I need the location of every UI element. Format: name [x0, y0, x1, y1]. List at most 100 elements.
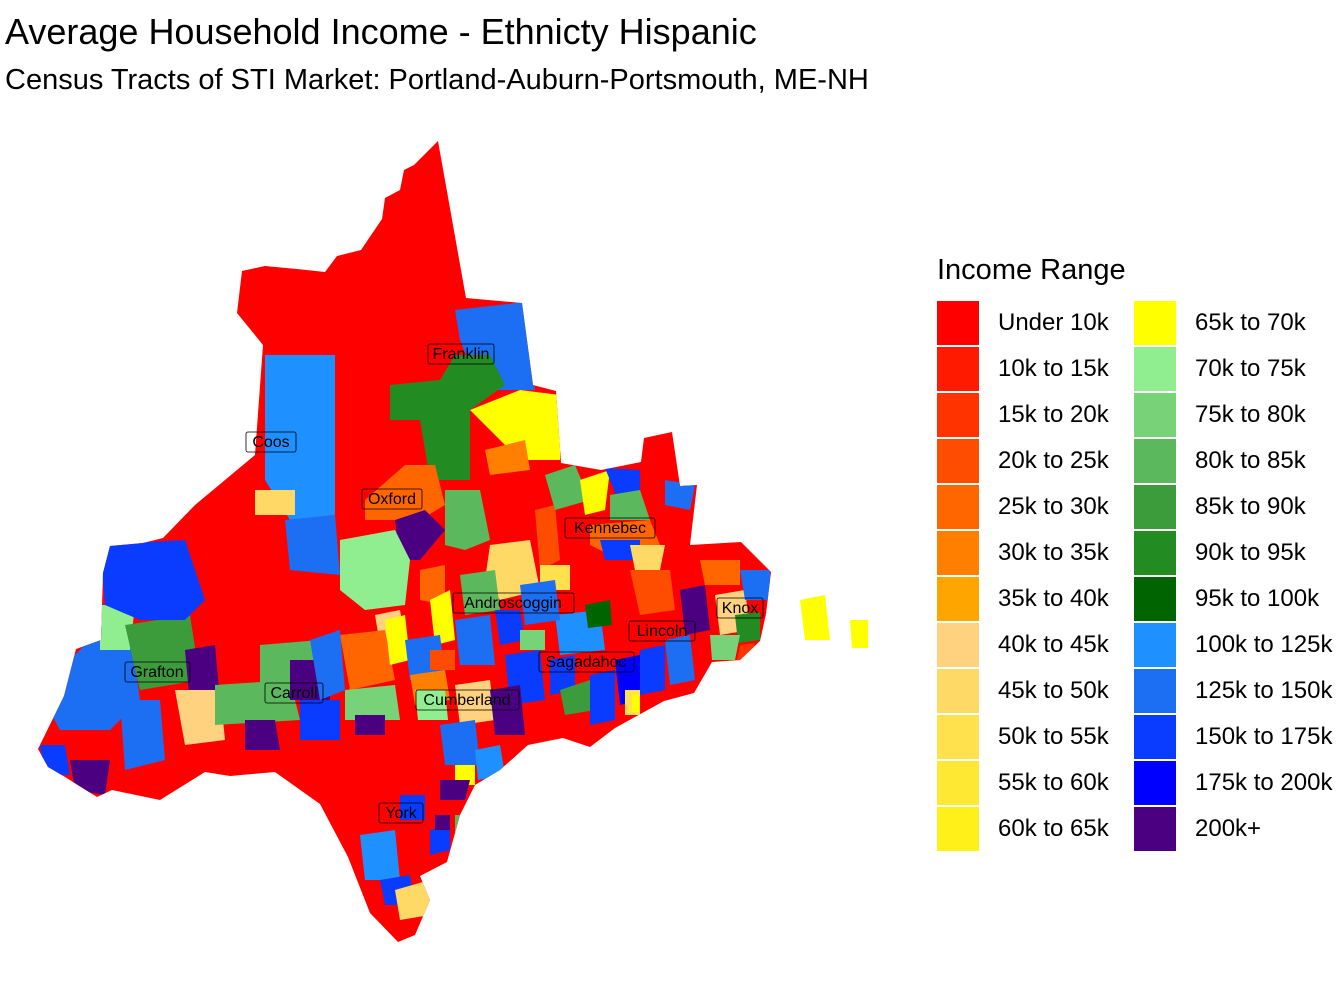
- legend-item: 85k to 90k: [1134, 484, 1331, 530]
- legend-item: 60k to 65k: [937, 806, 1134, 852]
- tract: [395, 510, 445, 560]
- tract: [245, 720, 280, 750]
- legend-item: 175k to 200k: [1134, 760, 1332, 806]
- legend-item: 15k to 20k: [937, 392, 1134, 438]
- legend-item: 65k to 70k: [1134, 300, 1331, 346]
- county-label-kennebec: Kennebec: [574, 520, 646, 537]
- tract: [125, 615, 200, 690]
- tract: [175, 690, 225, 745]
- map-subtitle: Census Tracts of STI Market: Portland-Au…: [5, 64, 869, 96]
- map-title: Average Household Income - Ethnicty Hisp…: [5, 11, 757, 52]
- tract: [520, 630, 545, 650]
- tract: [800, 595, 830, 640]
- county-label-york: York: [385, 805, 417, 822]
- legend-item: 75k to 80k: [1134, 392, 1331, 438]
- legend-label: 75k to 80k: [1195, 401, 1306, 428]
- county-label-androscoggin: Androscoggin: [464, 595, 562, 612]
- legend-label: 90k to 95k: [1195, 539, 1306, 566]
- legend-item: 45k to 50k: [937, 668, 1134, 714]
- tract: [455, 615, 495, 665]
- tract: [545, 465, 590, 510]
- tract: [400, 795, 425, 820]
- legend-item: 40k to 45k: [937, 622, 1134, 668]
- tract: [610, 490, 650, 520]
- tract: [415, 690, 448, 720]
- tract: [680, 585, 710, 635]
- legend-item: 125k to 150k: [1134, 668, 1333, 714]
- legend-swatch: [1134, 531, 1176, 575]
- tract: [390, 355, 505, 480]
- tract: [430, 650, 455, 670]
- tract: [665, 480, 695, 510]
- tract: [455, 680, 495, 725]
- legend-label: 125k to 150k: [1195, 677, 1333, 704]
- tract: [850, 620, 868, 648]
- tract: [495, 610, 525, 645]
- legend-label: 70k to 75k: [1195, 355, 1306, 382]
- legend-item: 150k to 175k: [1134, 714, 1333, 760]
- tract: [485, 440, 530, 475]
- legend-item: 90k to 95k: [1134, 530, 1331, 576]
- county-labels: Franklin Coos Oxford Kennebec Androscogg…: [124, 343, 764, 824]
- legend-swatch: [1134, 439, 1176, 483]
- legend-label: 50k to 55k: [998, 723, 1109, 750]
- legend-label: 150k to 175k: [1195, 723, 1333, 750]
- tract: [340, 530, 410, 610]
- legend-label: 10k to 15k: [998, 355, 1109, 382]
- legend-label: 35k to 40k: [998, 585, 1109, 612]
- tract: [665, 635, 695, 685]
- legend-item: 200k+: [1134, 806, 1331, 852]
- tract: [340, 630, 395, 690]
- legend-swatch: [1134, 577, 1176, 621]
- tract: [395, 880, 430, 920]
- legend-item: 35k to 40k: [937, 576, 1134, 622]
- legend: Income Range Under 10k 10k to 15k 15k to…: [937, 252, 1333, 852]
- choropleth-map: Franklin Coos Oxford Kennebec Androscogg…: [38, 141, 868, 942]
- tract: [430, 590, 455, 645]
- legend-column-2: 65k to 70k 70k to 75k 75k to 80k 80k to …: [1134, 300, 1333, 852]
- legend-swatch: [1134, 761, 1176, 805]
- tract: [632, 695, 640, 712]
- legend-label: 15k to 20k: [998, 401, 1109, 428]
- county-label-sagadahoc: Sagadahoc: [546, 654, 627, 671]
- tract: [360, 830, 400, 880]
- tract: [100, 540, 205, 620]
- tract: [535, 505, 560, 570]
- legend-swatch: [1134, 623, 1176, 667]
- tract: [435, 815, 450, 830]
- tract: [365, 465, 445, 520]
- tract: [460, 570, 500, 615]
- tract: [120, 700, 165, 770]
- legend-swatch: [1134, 715, 1176, 759]
- tract: [300, 700, 340, 740]
- tract: [430, 825, 450, 855]
- legend-swatch: [1134, 807, 1176, 851]
- tract: [440, 780, 470, 800]
- legend-swatch: [937, 577, 979, 621]
- county-label-franklin: Franklin: [433, 346, 490, 363]
- county-label-lincoln: Lincoln: [637, 623, 688, 640]
- legend-label: 65k to 70k: [1195, 309, 1306, 336]
- legend-swatch: [937, 807, 979, 851]
- legend-swatch: [937, 715, 979, 759]
- tract: [100, 605, 135, 650]
- legend-label: 200k+: [1195, 815, 1262, 842]
- tract: [215, 680, 300, 725]
- legend-item: 25k to 30k: [937, 484, 1134, 530]
- legend-item: 70k to 75k: [1134, 346, 1331, 392]
- legend-swatch: [937, 393, 979, 437]
- tract: [285, 515, 340, 575]
- legend-swatch: [937, 347, 979, 391]
- legend-item: 80k to 85k: [1134, 438, 1331, 484]
- tract: [630, 570, 675, 615]
- tract: [355, 715, 385, 735]
- islands: [632, 595, 868, 712]
- county-label-knox: Knox: [722, 600, 758, 617]
- tract: [735, 612, 760, 643]
- legend-column-1: Under 10k 10k to 15k 15k to 20k 20k to 2…: [937, 300, 1134, 852]
- legend-item: 95k to 100k: [1134, 576, 1331, 622]
- county-label-coos: Coos: [252, 434, 289, 451]
- tract: [420, 565, 445, 605]
- tract: [560, 680, 595, 715]
- legend-swatch: [937, 761, 979, 805]
